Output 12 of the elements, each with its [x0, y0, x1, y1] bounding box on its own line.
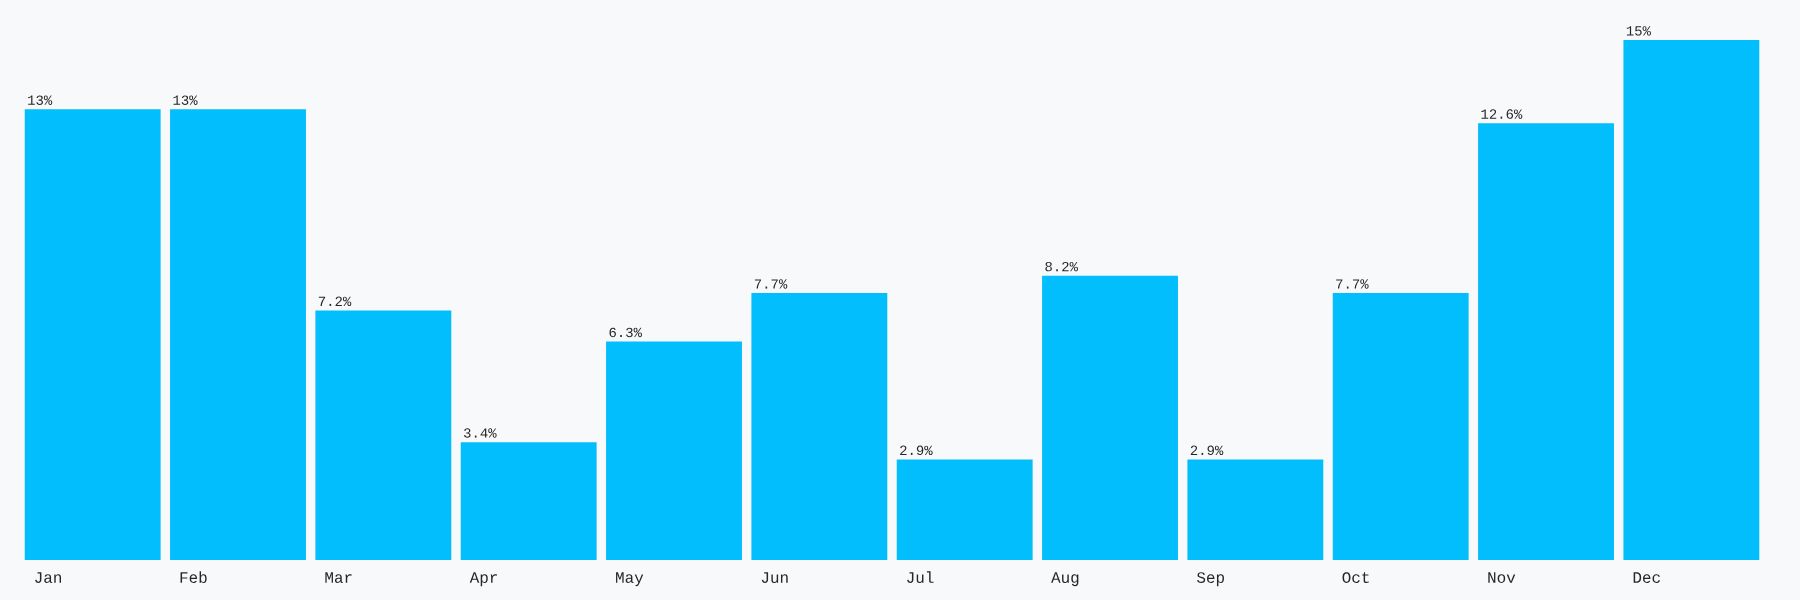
bar [1623, 39, 1760, 560]
bar [896, 459, 1033, 560]
bar [1187, 459, 1324, 560]
bar [460, 442, 597, 560]
bar [1332, 293, 1469, 560]
bar [1478, 123, 1614, 560]
bar [751, 293, 888, 560]
bar [606, 341, 742, 560]
bar [170, 109, 306, 560]
bar [1042, 275, 1178, 560]
bar [24, 109, 161, 560]
bar [315, 310, 452, 560]
